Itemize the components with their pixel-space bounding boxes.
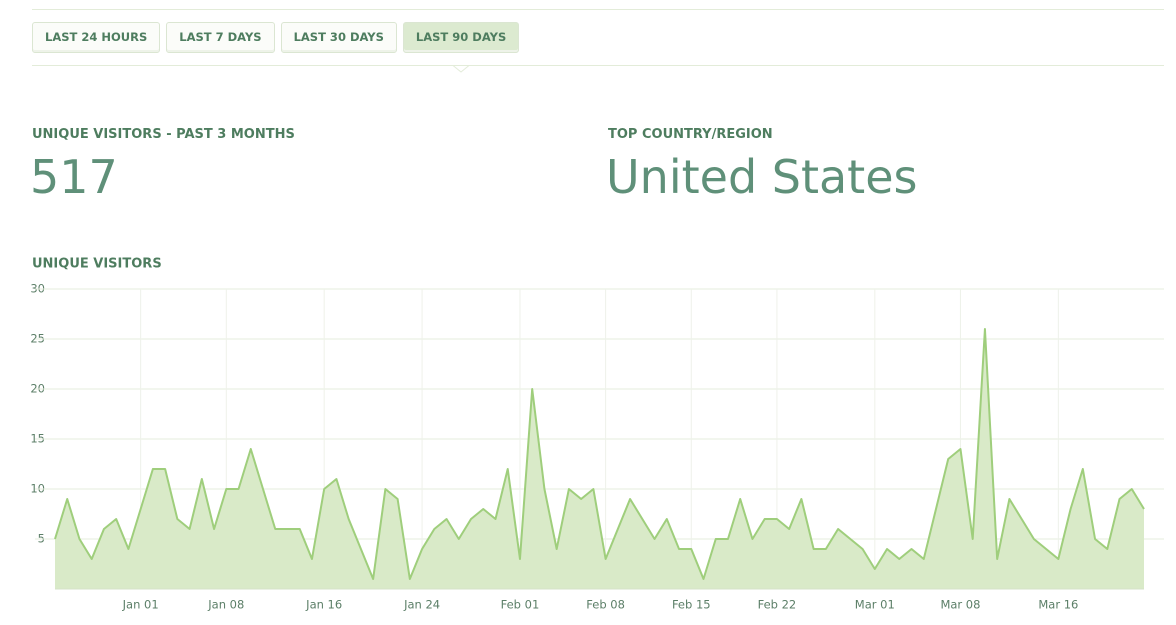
stat-value: 517 [30,150,118,204]
x-tick-label: Feb 15 [672,598,711,612]
range-tab[interactable]: LAST 24 HOURS [32,22,161,53]
stat-value: United States [606,150,918,204]
x-tick-label: Jan 01 [122,598,159,612]
tab-bar: LAST 24 HOURS LAST 7 DAYS LAST 30 DAYS LAST… [32,22,520,53]
x-tick-label: Jan 16 [305,598,342,612]
range-tab[interactable]: LAST 7 DAYS [166,22,275,53]
x-tick-label: Jan 24 [403,598,440,612]
area [55,329,1144,589]
x-tick-label: Feb 08 [586,598,625,612]
range-tab[interactable]: LAST 90 DAYS [402,22,520,53]
x-tick-label: Feb 22 [758,598,797,612]
x-tick-label: Mar 16 [1038,598,1078,612]
x-tick-label: Jan 08 [207,598,244,612]
x-tick-label: Mar 01 [855,598,895,612]
range-tab[interactable]: LAST 30 DAYS [280,22,397,53]
line [54,328,1145,580]
stat-label: UNIQUE VISITORS - PAST 3 MONTHS [32,127,295,142]
chart-title: UNIQUE VISITORS [32,257,162,272]
divider [32,9,1164,10]
divider [32,65,1164,66]
stat-label: TOP COUNTRY/REGION [608,127,773,142]
x-tick-label: Mar 08 [940,598,980,612]
x-tick-label: Feb 01 [501,598,540,612]
